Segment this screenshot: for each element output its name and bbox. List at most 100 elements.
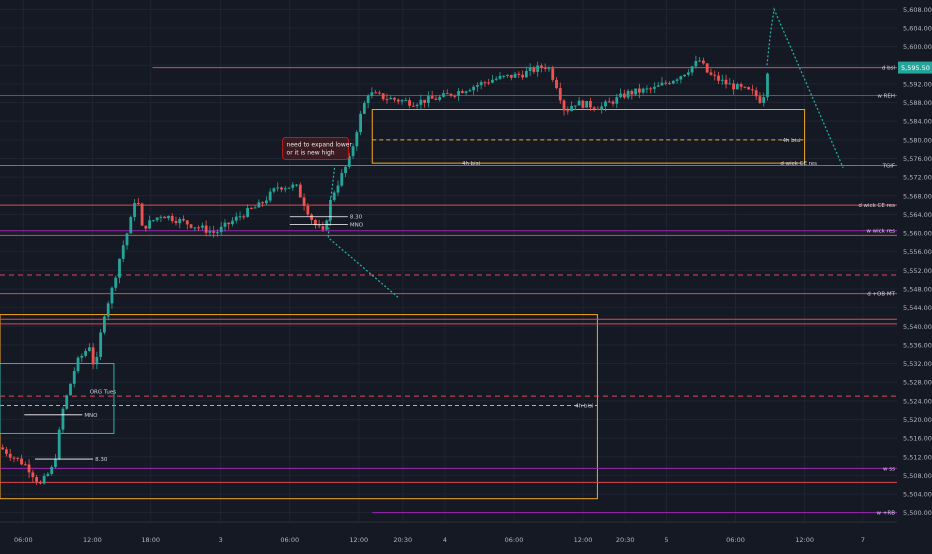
zone-box-label: 4h bisi [782, 138, 801, 144]
x-tick-label: 12:00 [83, 536, 102, 544]
candle-body [690, 66, 694, 73]
candle-body [76, 357, 80, 372]
y-tick-label: 5,540.00 [903, 323, 932, 331]
candle-body [581, 100, 585, 108]
candle-body [50, 467, 54, 474]
y-tick-label: 5,592.00 [903, 80, 932, 88]
level-label: w wick res [866, 229, 895, 235]
candle-body [121, 245, 125, 259]
candle-body [419, 99, 423, 105]
candle-body [630, 90, 634, 95]
candle-body [103, 316, 106, 333]
candle-body [95, 356, 99, 365]
candle-body [99, 332, 103, 357]
candle-body [735, 84, 739, 90]
candle-body [577, 100, 581, 106]
x-tick-label: 06:00 [280, 536, 299, 544]
candle-body [185, 220, 189, 225]
candle-body [675, 79, 679, 81]
candle-body [238, 216, 242, 218]
candle-body [464, 91, 468, 94]
y-tick-label: 5,580.00 [903, 136, 932, 144]
candle-body [653, 86, 656, 89]
candle-body [411, 105, 415, 107]
candle-body [626, 90, 630, 98]
candle-body [8, 453, 12, 458]
time-axis-bg [0, 522, 932, 550]
candle-body [543, 67, 547, 69]
candle-body [528, 67, 532, 71]
zone-box [0, 314, 598, 500]
note-line-2: or it is new high [287, 149, 335, 156]
candle-body [16, 457, 20, 459]
y-tick-label: 5,604.00 [903, 24, 932, 32]
candle-body [649, 88, 653, 90]
candle-body [231, 220, 234, 225]
candle-body [517, 73, 521, 75]
x-tick-label: 20:30 [393, 536, 412, 544]
price-axis-bg [897, 0, 932, 550]
candle-body [509, 74, 513, 78]
annotation-label: 4h bisi [462, 161, 481, 167]
candle-body [321, 226, 325, 230]
annotation-label: 8.30 [95, 457, 108, 463]
candle-body [46, 473, 50, 476]
candle-body [634, 88, 638, 95]
price-levels: d bsl w REH TGIF d wick CE res w wick res d +… [0, 66, 897, 517]
y-tick-label: 5,528.00 [903, 379, 932, 387]
candle-body [340, 173, 344, 186]
candle-body [460, 91, 464, 94]
candle-body [445, 93, 449, 95]
candle-body [242, 216, 246, 218]
x-tick-label: 4 [443, 536, 447, 544]
candle-body [268, 191, 272, 201]
candle-body [223, 222, 227, 227]
candle-body [148, 220, 152, 229]
candle-body [430, 96, 434, 99]
candle-body [713, 74, 717, 76]
x-tick-label: 3 [219, 536, 223, 544]
candle-body [351, 146, 355, 157]
y-tick-label: 5,544.00 [903, 304, 932, 312]
y-tick-label: 5,548.00 [903, 285, 932, 293]
candle-body [521, 74, 524, 78]
candle-body [295, 184, 298, 186]
candle-body [325, 220, 329, 230]
candle-body [42, 475, 46, 484]
candle-body [683, 74, 686, 77]
y-tick-label: 5,584.00 [903, 118, 932, 126]
level-label: w REH [877, 94, 895, 100]
candle-body [347, 156, 351, 167]
candles [1, 55, 769, 485]
candle-body [155, 217, 159, 221]
candle-body [562, 100, 566, 111]
candle-body [728, 83, 732, 85]
y-tick-label: 5,524.00 [903, 397, 932, 405]
projection-path-upper [766, 7, 844, 169]
candle-body [468, 90, 472, 92]
candle-body [592, 107, 596, 109]
candle-body [487, 82, 491, 84]
candle-body [739, 84, 743, 87]
annotation-label: 8.30 [350, 215, 363, 221]
candle-body [189, 224, 193, 228]
candle-body [54, 459, 57, 468]
candle-body [287, 187, 291, 189]
candle-body [332, 192, 336, 201]
candle-body [283, 188, 287, 190]
y-tick-label: 5,500.00 [903, 509, 932, 517]
y-tick-label: 5,508.00 [903, 472, 932, 480]
y-tick-label: 5,512.00 [903, 453, 932, 461]
candle-body [114, 277, 118, 288]
candle-body [751, 89, 754, 91]
candle-body [5, 449, 8, 454]
candle-body [174, 221, 178, 224]
candle-body [170, 215, 174, 222]
candle-body [619, 93, 622, 98]
x-tick-label: 06:00 [505, 536, 524, 544]
candle-body [61, 408, 65, 430]
candle-body [758, 96, 762, 103]
candle-body [91, 347, 95, 365]
annotation-label: d wick CE res [780, 161, 817, 167]
